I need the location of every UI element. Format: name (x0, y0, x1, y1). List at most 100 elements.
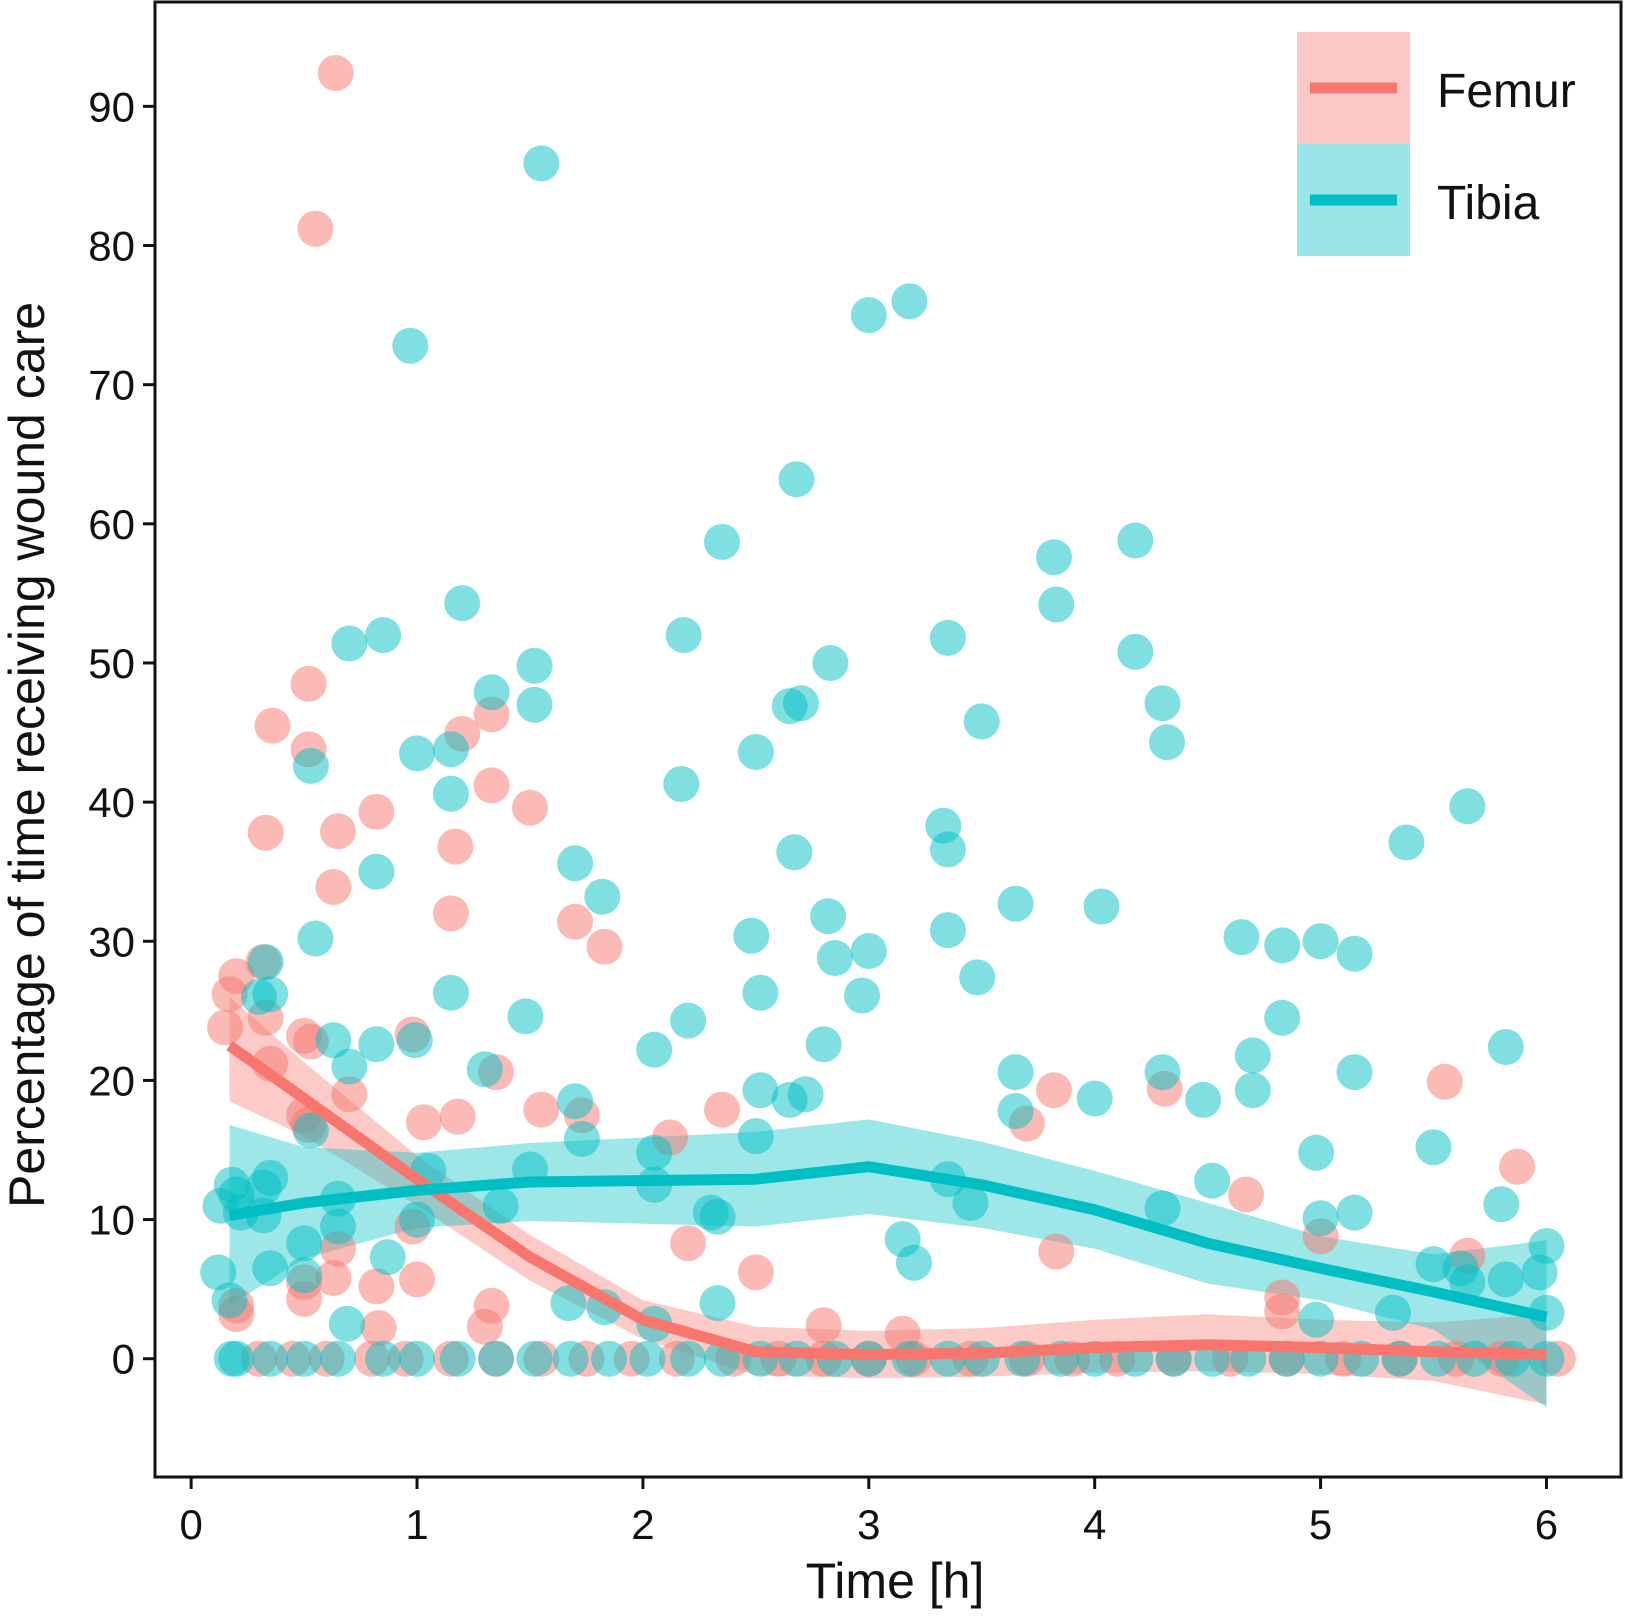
y-tick-label: 50 (88, 640, 135, 687)
femur-data-point (670, 1225, 707, 1262)
femur-data-point (358, 1268, 395, 1305)
tibia-data-point (997, 1054, 1034, 1091)
tibia-data-point (247, 944, 284, 981)
femur-data-point (331, 1076, 368, 1113)
y-tick-label: 90 (88, 83, 135, 130)
tibia-data-point (432, 731, 469, 768)
femur-data-point (358, 793, 395, 830)
femur-data-point (254, 707, 291, 744)
tibia-data-point (704, 523, 740, 560)
tibia-data-point (997, 885, 1034, 922)
tibia-data-point (963, 703, 1000, 740)
tibia-data-point (850, 297, 887, 334)
x-tick-label: 0 (179, 1501, 202, 1548)
tibia-data-point (557, 845, 594, 882)
tibia-data-point (320, 1340, 356, 1377)
tibia-data-point (1483, 1186, 1520, 1223)
tibia-data-point (292, 747, 329, 784)
tibia-data-point (663, 766, 700, 802)
tibia-data-point (737, 734, 774, 770)
femur-data-point (320, 813, 356, 850)
y-tick-label: 20 (88, 1057, 135, 1104)
tibia-data-point (783, 685, 819, 722)
y-axis-title: Percentage of time receiving wound care (0, 302, 55, 1208)
tibia-data-point (844, 977, 880, 1014)
tibia-data-point (742, 974, 779, 1011)
tibia-data-point (1144, 685, 1181, 722)
femur-data-point (317, 55, 354, 91)
tibia-data-point (1117, 633, 1154, 670)
tibia-data-point (320, 1208, 356, 1245)
femur-data-point (207, 1009, 243, 1046)
femur-data-point (586, 928, 623, 965)
femur-data-point (432, 895, 469, 932)
tibia-data-point (252, 1340, 289, 1377)
tibia-data-point (1336, 1194, 1373, 1231)
tibia-data-point (331, 625, 368, 662)
tibia-data-point (1374, 1294, 1411, 1331)
tibia-data-point (1144, 1054, 1181, 1091)
y-tick-label: 70 (88, 362, 135, 409)
tibia-data-point (929, 831, 966, 868)
tibia-data-point (1528, 1228, 1565, 1264)
femur-data-point (290, 665, 327, 702)
tibia-data-point (1149, 724, 1185, 761)
tibia-data-point (1388, 824, 1425, 861)
tibia-confidence-band (229, 1119, 1547, 1408)
tibia-smooth-line (228, 1161, 1548, 1323)
tibia-data-point (816, 940, 853, 976)
femur-data-point (805, 1307, 842, 1344)
tibia-data-point (563, 1120, 600, 1157)
femur-data-point (1228, 1176, 1264, 1213)
tibia-data-point (997, 1093, 1034, 1129)
y-tick-label: 10 (88, 1197, 135, 1244)
femur-data-point (737, 1254, 774, 1291)
tibia-data-point (1415, 1129, 1452, 1166)
tibia-data-point (742, 1072, 779, 1109)
tibia-data-point (778, 461, 815, 498)
tibia-data-point (358, 1026, 395, 1063)
tibia-data-point (1456, 1340, 1493, 1377)
tibia-data-point (850, 933, 887, 969)
tibia-data-point (1144, 1190, 1181, 1227)
femur-data-point (523, 1091, 560, 1128)
tibia-data-point (929, 619, 966, 656)
tibia-data-point (466, 1051, 503, 1088)
tibia-data-point (1234, 1037, 1271, 1074)
femur-smooth-line (226, 1041, 1547, 1360)
tibia-data-point (959, 959, 996, 996)
tibia-data-point (432, 775, 469, 812)
femur-data-point (1264, 1293, 1301, 1330)
tibia-data-point (952, 1184, 989, 1221)
tibia-data-point (399, 1340, 435, 1377)
x-tick-label: 5 (1309, 1501, 1332, 1548)
tibia-data-point (365, 617, 402, 654)
y-tick-label: 80 (88, 223, 135, 270)
tibia-data-point (439, 1340, 476, 1377)
femur-data-point (473, 767, 510, 804)
smooth-lines (226, 1041, 1548, 1360)
tibia-data-point (1302, 1200, 1339, 1237)
legend: Femur Tibia (1297, 32, 1576, 256)
tibia-data-point (1415, 1246, 1452, 1283)
tibia-data-point (1298, 1301, 1335, 1338)
femur-data-point (247, 814, 284, 851)
tibia-data-point (1194, 1162, 1231, 1199)
tibia-data-point (896, 1244, 932, 1281)
tibia-data-point (1449, 1264, 1486, 1301)
x-axis-title: Time [h] (806, 1553, 985, 1609)
x-tick-label: 2 (631, 1501, 654, 1548)
tibia-data-point (1076, 1080, 1113, 1117)
tibia-data-point (550, 1285, 587, 1322)
tibia-data-point (670, 1340, 707, 1377)
tibia-data-point (1036, 539, 1072, 576)
tibia-data-point (365, 1340, 402, 1377)
tibia-data-point (286, 1225, 323, 1262)
tibia-data-point (1302, 923, 1339, 960)
tibia-data-point (392, 327, 429, 364)
tibia-data-point (252, 976, 289, 1013)
y-tick-label: 0 (112, 1336, 135, 1383)
tibia-data-point (252, 1159, 289, 1196)
tibia-data-point (810, 898, 847, 935)
